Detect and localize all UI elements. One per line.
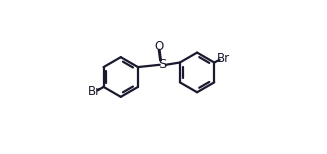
Text: O: O	[154, 40, 163, 53]
Text: Br: Br	[88, 85, 101, 98]
Text: Br: Br	[217, 52, 230, 65]
Text: S: S	[159, 58, 167, 71]
